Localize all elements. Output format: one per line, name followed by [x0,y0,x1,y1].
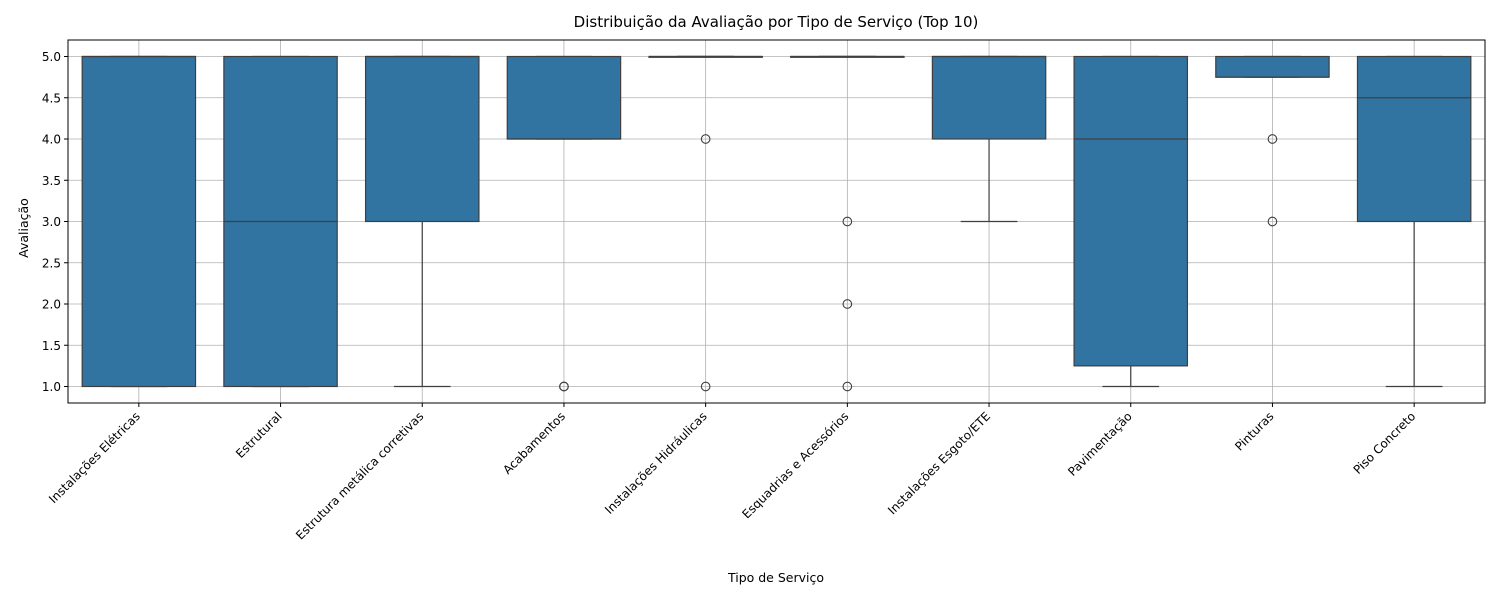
outlier-point [700,134,711,144]
outlier-point [842,381,853,392]
iqr-box [1356,55,1472,223]
box-group-3 [364,55,480,388]
box-group-7 [931,55,1047,223]
y-tick-label: 2.0 [42,298,61,312]
y-tick-label: 3.5 [42,174,61,188]
box-group-1 [81,55,197,388]
iqr-box [506,55,622,140]
y-tick-label: 4.0 [42,133,61,147]
box-group-8 [1073,55,1189,388]
iqr-box [1215,55,1330,78]
box-group-2 [223,55,338,388]
y-tick-label: 5.0 [42,50,61,64]
iqr-box [81,55,197,388]
outlier-point [1267,216,1278,227]
outlier-point [559,381,569,392]
outlier-point [700,381,711,392]
outlier-point [842,216,853,227]
y-axis-label: Avaliação [16,198,31,258]
y-tick-label: 2.5 [42,256,61,270]
y-tick-label: 1.0 [42,380,61,394]
outlier-point [1267,134,1278,144]
outlier-point [842,299,853,309]
box-group-6 [790,55,905,392]
iqr-box [931,55,1047,140]
box-group-9 [1215,55,1330,227]
x-axis-label: Tipo de Serviço [727,570,824,585]
box-group-5 [648,55,763,392]
y-tick-label: 1.5 [42,339,61,353]
box-group-10 [1356,55,1472,388]
iqr-box [1073,55,1189,367]
y-tick-label: 3.0 [42,215,61,229]
iqr-box [364,55,480,223]
chart-title: Distribuição da Avaliação por Tipo de Se… [574,13,979,31]
y-tick-label: 4.5 [42,91,61,105]
box-group-4 [506,55,622,392]
